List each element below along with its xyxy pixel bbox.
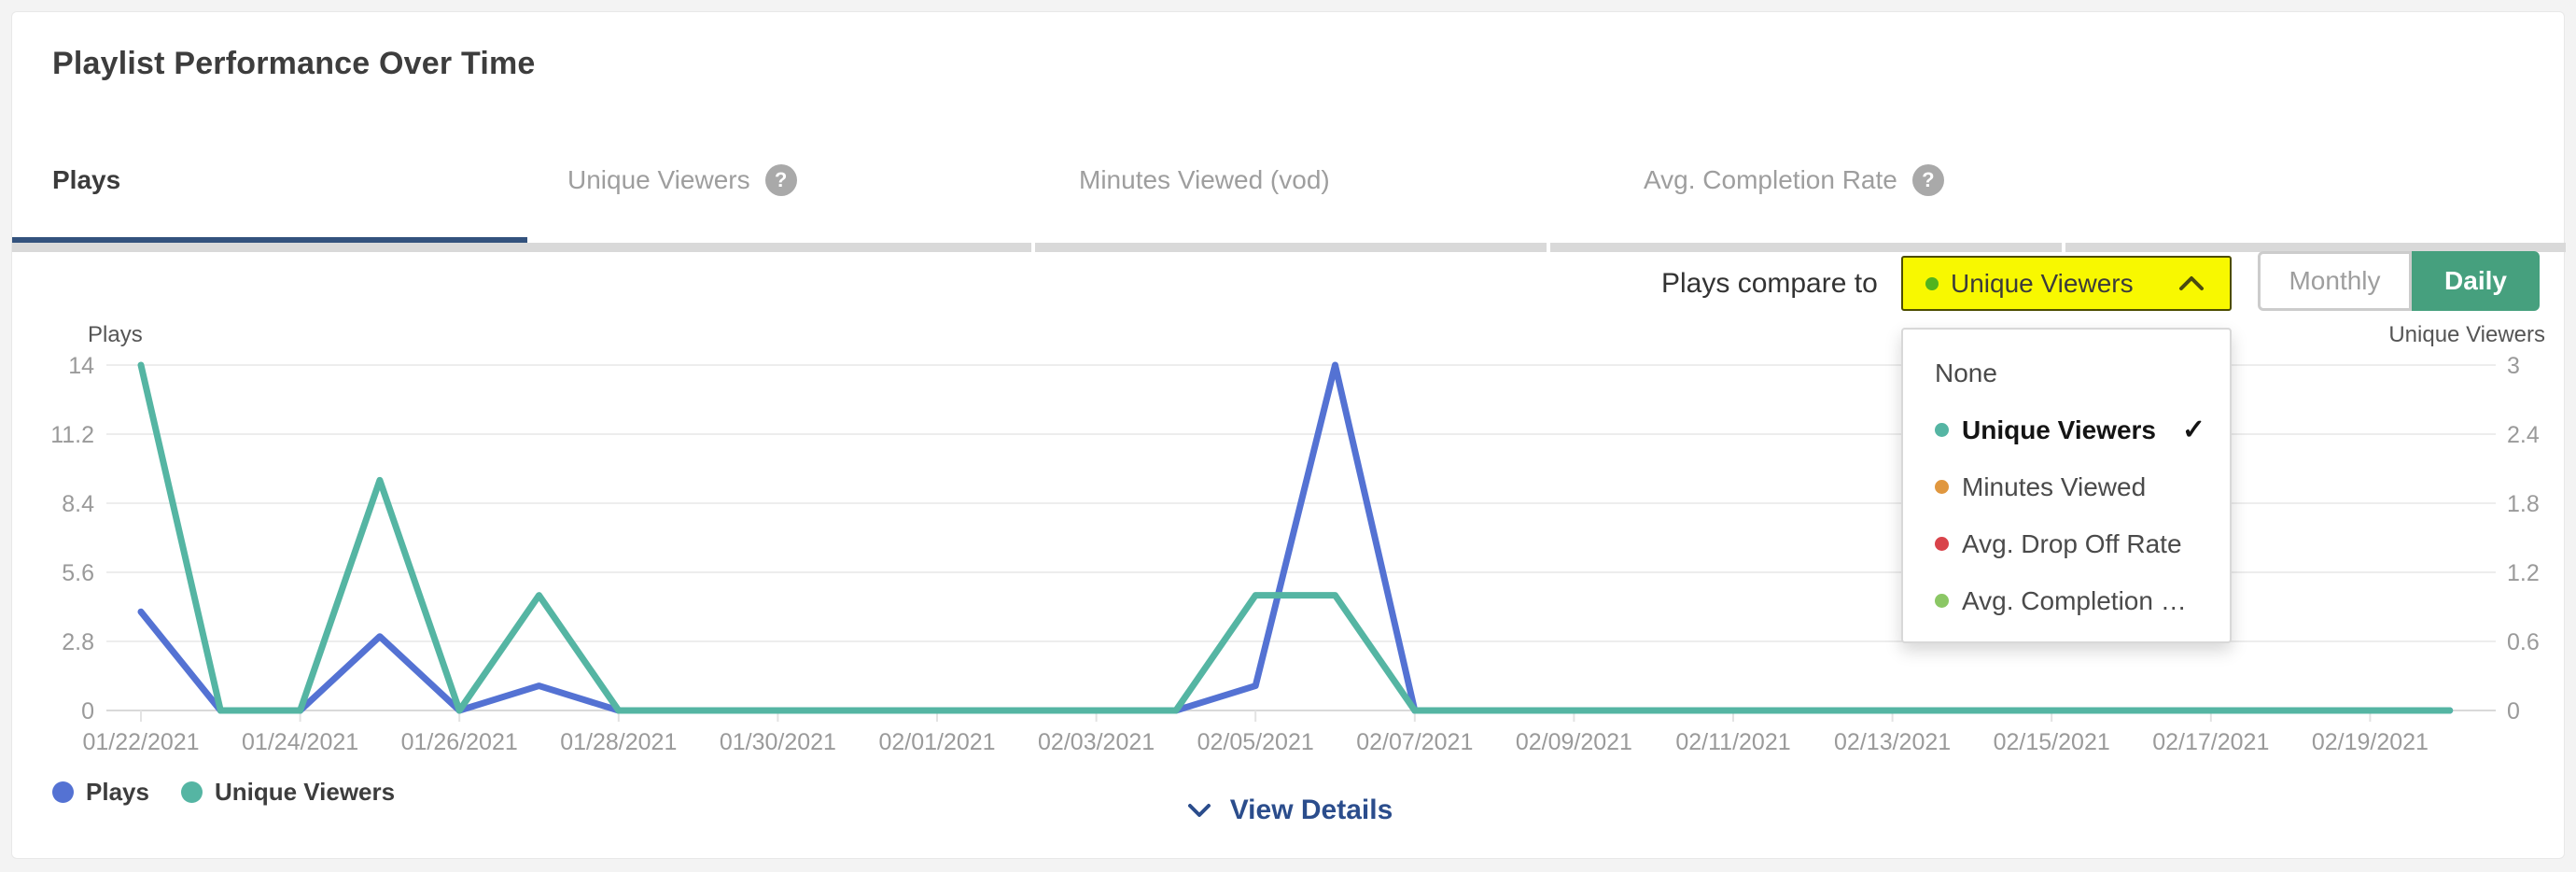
- view-details-label: View Details: [1229, 795, 1393, 825]
- metric-dot: [1935, 537, 1949, 551]
- tab-bar-underline: [12, 243, 2566, 252]
- compare-to-label: Plays compare to: [1661, 268, 1878, 299]
- svg-text:0: 0: [2507, 698, 2520, 724]
- svg-text:02/13/2021: 02/13/2021: [1834, 729, 1951, 755]
- tab-unique-viewers-label: Unique Viewers: [567, 165, 750, 194]
- compare-dropdown-menu: None Unique Viewers ✓ Minutes Viewed Avg…: [1901, 328, 2232, 643]
- svg-text:02/11/2021: 02/11/2021: [1675, 729, 1790, 755]
- right-axis-title: Unique Viewers: [2388, 322, 2545, 347]
- svg-text:0.6: 0.6: [2507, 629, 2540, 655]
- unique-viewers-legend-dot: [180, 781, 203, 803]
- dropdown-item-unique-viewers[interactable]: Unique Viewers ✓: [1903, 401, 2230, 458]
- tab-divider: [2062, 243, 2065, 252]
- dropdown-item-label: Minutes Viewed: [1962, 471, 2147, 501]
- svg-text:14: 14: [68, 353, 94, 379]
- svg-text:01/30/2021: 01/30/2021: [720, 729, 836, 755]
- chevron-down-icon: [1187, 804, 1211, 817]
- plays-legend-label: Plays: [86, 778, 149, 806]
- svg-text:01/28/2021: 01/28/2021: [560, 729, 677, 755]
- svg-text:1.8: 1.8: [2507, 491, 2540, 517]
- svg-text:01/26/2021: 01/26/2021: [401, 729, 518, 755]
- svg-text:01/22/2021: 01/22/2021: [82, 729, 199, 755]
- view-details-link[interactable]: View Details: [12, 795, 2566, 826]
- svg-text:02/19/2021: 02/19/2021: [2312, 729, 2429, 755]
- svg-text:02/17/2021: 02/17/2021: [2152, 729, 2269, 755]
- metric-dot: [1935, 594, 1949, 608]
- dropdown-item-avg-completion[interactable]: Avg. Completion …: [1903, 572, 2230, 629]
- compare-dropdown-trigger[interactable]: Unique Viewers: [1901, 256, 2232, 311]
- tab-divider: [1031, 243, 1035, 252]
- svg-text:5.6: 5.6: [62, 560, 94, 586]
- left-axis-title: Plays: [88, 322, 143, 347]
- svg-text:2.8: 2.8: [62, 629, 94, 655]
- metric-dot: [1935, 423, 1949, 437]
- svg-text:2.4: 2.4: [2507, 422, 2540, 448]
- performance-card: Playlist Performance Over Time Plays Uni…: [11, 11, 2566, 860]
- tab-unique-viewers[interactable]: Unique Viewers ?: [567, 160, 797, 201]
- dropdown-item-label: Unique Viewers: [1962, 415, 2157, 444]
- performance-line-chart[interactable]: 0 0 2.8 0.6 5.6 1.2 8.4 1.8 11.2 2.4 14 3 01/22/2021…: [12, 12, 2566, 860]
- dropdown-item-label: Avg. Drop Off Rate: [1962, 528, 2182, 558]
- tab-avg-completion-rate-label: Avg. Completion Rate: [1644, 165, 1897, 194]
- legend-item-unique-viewers[interactable]: Unique Viewers: [180, 778, 396, 807]
- svg-text:3: 3: [2507, 353, 2520, 379]
- tab-plays[interactable]: Plays: [52, 160, 120, 201]
- dropdown-item-none[interactable]: None: [1903, 345, 2230, 401]
- tab-minutes-viewed-label: Minutes Viewed (vod): [1079, 165, 1330, 194]
- chart-legend: Plays Unique Viewers: [52, 778, 395, 807]
- svg-text:02/01/2021: 02/01/2021: [878, 729, 995, 755]
- help-icon[interactable]: ?: [1911, 164, 1944, 196]
- svg-text:02/07/2021: 02/07/2021: [1356, 729, 1473, 755]
- svg-text:02/05/2021: 02/05/2021: [1197, 729, 1314, 755]
- plays-legend-dot: [52, 781, 74, 803]
- check-icon: ✓: [2181, 415, 2205, 445]
- unique-viewers-legend-label: Unique Viewers: [214, 778, 396, 806]
- tab-avg-completion-rate[interactable]: Avg. Completion Rate ?: [1644, 160, 1944, 201]
- svg-text:8.4: 8.4: [62, 491, 94, 517]
- dropdown-item-label: Avg. Completion …: [1962, 585, 2187, 615]
- selected-metric-label: Unique Viewers: [1951, 268, 2134, 298]
- monthly-button-label: Monthly: [2289, 266, 2381, 295]
- svg-text:02/15/2021: 02/15/2021: [1994, 729, 2110, 755]
- dropdown-item-minutes-viewed[interactable]: Minutes Viewed: [1903, 458, 2230, 515]
- dropdown-item-avg-drop-off-rate[interactable]: Avg. Drop Off Rate: [1903, 515, 2230, 572]
- tab-divider: [1547, 243, 1550, 252]
- svg-text:11.2: 11.2: [50, 422, 94, 448]
- granularity-toggle: Monthly Daily: [2258, 251, 2540, 311]
- monthly-button[interactable]: Monthly: [2258, 251, 2412, 311]
- tab-plays-label: Plays: [52, 165, 121, 194]
- page-title: Playlist Performance Over Time: [52, 46, 536, 81]
- selected-metric-dot: [1925, 276, 1939, 290]
- daily-button-label: Daily: [2444, 266, 2507, 295]
- chevron-up-icon: [2179, 276, 2204, 290]
- svg-text:02/03/2021: 02/03/2021: [1038, 729, 1155, 755]
- svg-text:1.2: 1.2: [2507, 560, 2540, 586]
- metric-dot: [1935, 480, 1949, 494]
- tab-minutes-viewed[interactable]: Minutes Viewed (vod): [1079, 160, 1330, 201]
- help-icon[interactable]: ?: [764, 164, 797, 196]
- legend-item-plays[interactable]: Plays: [52, 778, 149, 807]
- svg-text:0: 0: [81, 698, 94, 724]
- daily-button[interactable]: Daily: [2412, 251, 2540, 311]
- dropdown-item-label: None: [1935, 358, 1997, 387]
- svg-text:02/09/2021: 02/09/2021: [1516, 729, 1632, 755]
- svg-text:01/24/2021: 01/24/2021: [242, 729, 358, 755]
